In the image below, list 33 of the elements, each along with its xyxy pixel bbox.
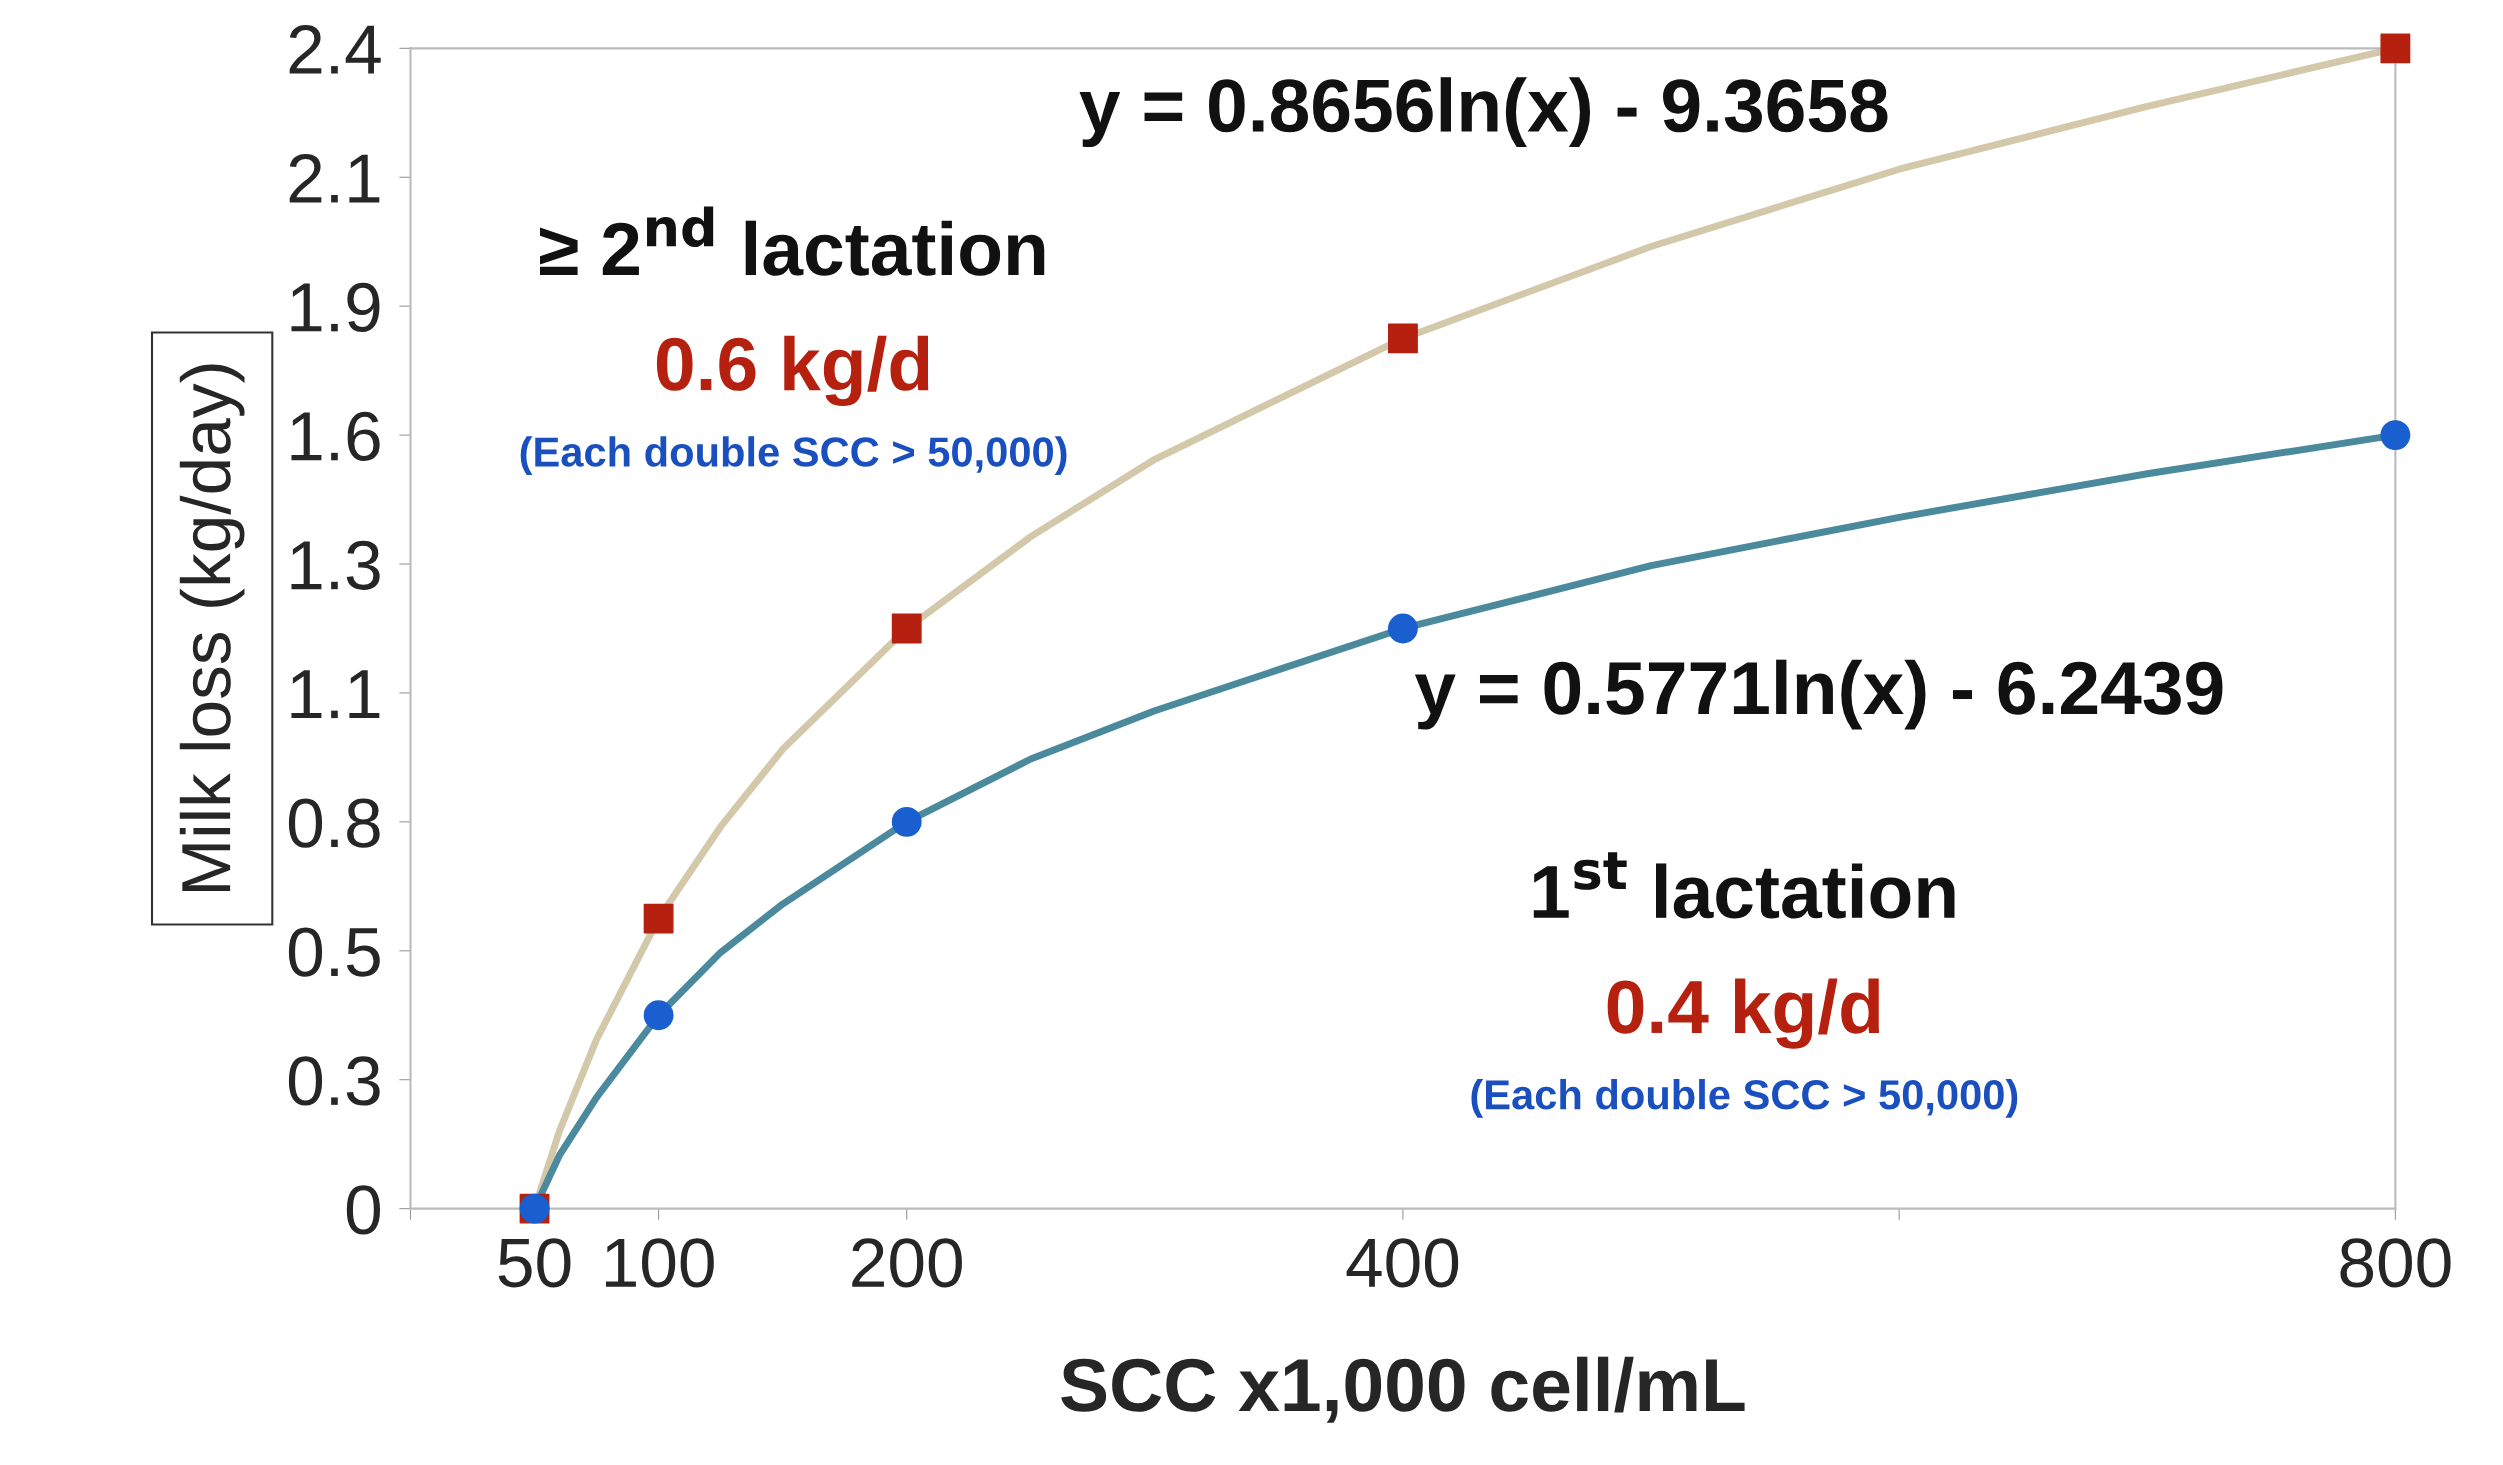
point bbox=[1388, 323, 1418, 354]
y-tick-label: 1.1 bbox=[291, 670, 380, 719]
y-axis-title: Milk loss (kg/day) bbox=[179, 364, 245, 891]
point bbox=[643, 1000, 674, 1031]
point bbox=[2380, 33, 2411, 64]
y-tick-label: 0.3 bbox=[288, 1056, 380, 1106]
x-tick-label: 400 bbox=[1346, 1238, 1459, 1288]
y-tick-label: 1.3 bbox=[291, 540, 380, 590]
point bbox=[643, 903, 674, 934]
annotation: (Each double SCC > 50,000) bbox=[1471, 1078, 2018, 1118]
annotation: y = 0.8656ln(x) - 9.3658 bbox=[1079, 77, 1888, 148]
x-tick-label: 100 bbox=[605, 1238, 714, 1288]
point bbox=[891, 613, 922, 644]
annotation: 1$^{st}$ lactation bbox=[1533, 852, 1955, 919]
x-tick-label: 50 bbox=[498, 1238, 571, 1288]
y-tick-label: 0.5 bbox=[288, 927, 380, 977]
y-tick-label: 0.8 bbox=[288, 798, 380, 848]
y-tick-label: 1.9 bbox=[291, 282, 380, 333]
y-tick-label: 2.4 bbox=[289, 25, 381, 74]
point bbox=[891, 806, 922, 837]
annotation: (Each double SCC > 50,000) bbox=[520, 436, 1067, 476]
x-tick-label: 200 bbox=[852, 1238, 962, 1288]
point bbox=[2380, 420, 2411, 451]
annotation: ≥ 2$^{nd}$ lactation bbox=[539, 206, 1045, 276]
y-tick-label: 1.6 bbox=[291, 411, 380, 461]
y-tick-label: 0 bbox=[346, 1185, 380, 1235]
x-tick-label: 800 bbox=[2340, 1238, 2451, 1288]
x-axis-title: SCC x1,000 cell/mL bbox=[1061, 1356, 1745, 1423]
annotation: 0.4 kg/d bbox=[1607, 978, 1880, 1049]
annotation: y = 0.5771ln(x) - 6.2439 bbox=[1414, 659, 2223, 730]
y-tick-label: 2.1 bbox=[289, 153, 380, 203]
annotation: 0.6 kg/d bbox=[656, 335, 929, 407]
point bbox=[1388, 613, 1418, 644]
